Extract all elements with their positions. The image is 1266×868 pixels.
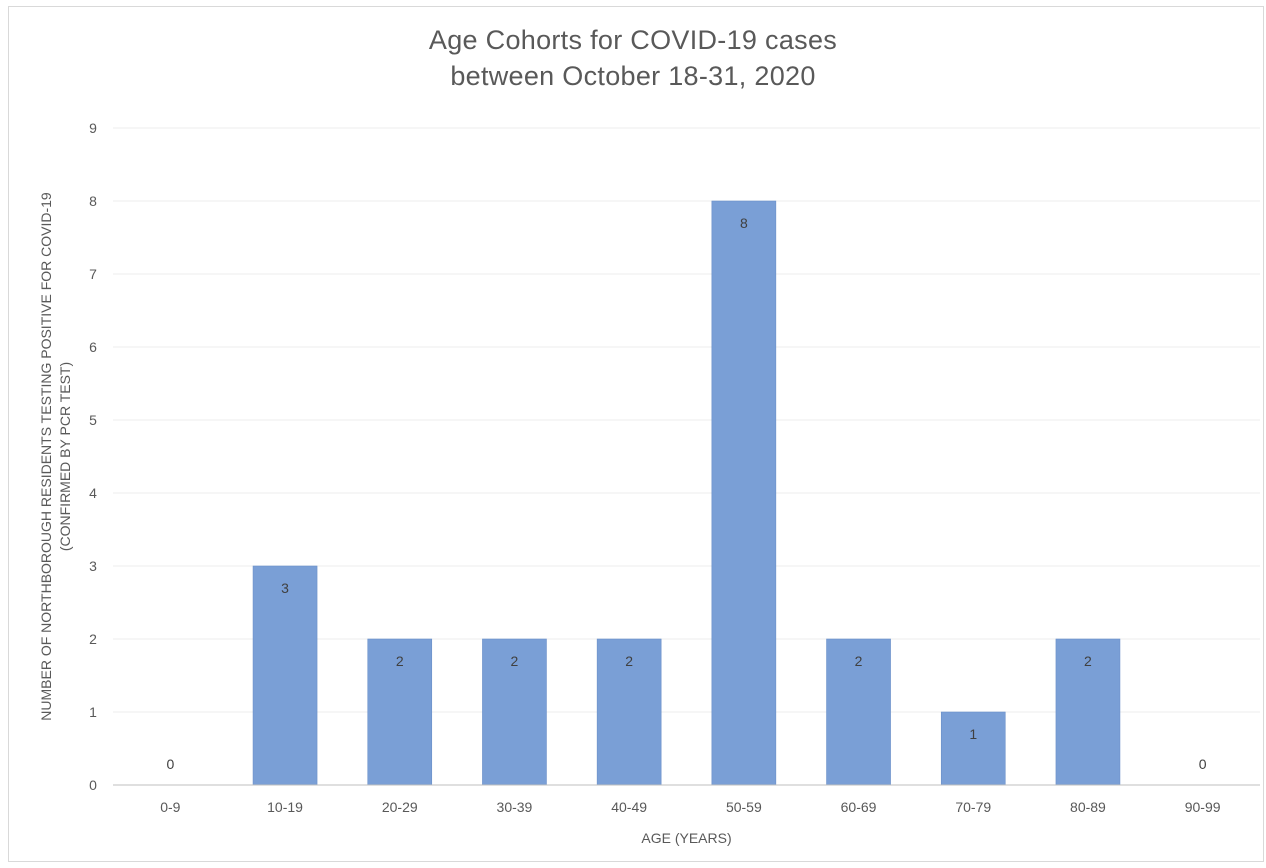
bars [252,200,1121,786]
y-tick-label-5: 5 [89,412,97,428]
y-axis-title-line-1: NUMBER OF NORTHBOROUGH RESIDENTS TESTING… [38,192,54,721]
x-tick-label-10-19: 10-19 [267,799,303,815]
y-axis-title: NUMBER OF NORTHBOROUGH RESIDENTS TESTING… [38,192,73,721]
bar-80-89 [1055,638,1121,786]
x-tick-labels: 0-9 10-19 20-29 30-39 40-49 50-59 60-69 70-79 80… [160,799,1221,815]
bar-30-39 [482,638,547,786]
data-label-40-49: 2 [625,653,633,669]
chart-title-line-1: Age Cohorts for COVID-19 cases [428,25,838,55]
x-tick-label-20-29: 20-29 [382,799,418,815]
x-tick-label-80-89: 80-89 [1070,799,1106,815]
x-tick-label-40-49: 40-49 [611,799,647,815]
x-tick-label-0-9: 0-9 [160,799,180,815]
y-tick-labels: 0 1 2 3 4 5 6 7 8 9 [89,120,97,793]
chart-title: Age Cohorts for COVID-19 cases between O… [0,22,1266,94]
data-label-70-79: 1 [969,726,977,742]
x-tick-label-70-79: 70-79 [955,799,991,815]
y-tick-label-1: 1 [89,704,97,720]
y-tick-label-4: 4 [89,485,97,501]
bar-20-29 [367,638,433,786]
bar-40-49 [596,638,662,786]
y-axis-title-line-2: (CONFIRMED BY PCR TEST) [57,362,73,551]
data-label-60-69: 2 [855,653,863,669]
x-tick-label-90-99: 90-99 [1185,799,1221,815]
y-tick-label-7: 7 [89,266,97,282]
y-tick-label-9: 9 [89,120,97,136]
x-tick-label-30-39: 30-39 [497,799,533,815]
data-labels: 0 3 2 2 2 8 2 1 2 0 [166,215,1206,772]
chart-title-line-2: between October 18-31, 2020 [450,61,816,91]
bar-50-59 [711,200,777,786]
bar-70-79 [940,711,1006,786]
data-label-0-9: 0 [166,756,174,772]
data-label-80-89: 2 [1084,653,1092,669]
x-tick-label-60-69: 60-69 [841,799,877,815]
data-label-10-19: 3 [281,580,289,596]
x-axis-title: AGE (YEARS) [641,830,731,846]
y-tick-label-8: 8 [89,193,97,209]
x-tick-label-50-59: 50-59 [726,799,762,815]
bar-10-19 [252,565,318,786]
bar-60-69 [826,638,891,786]
y-tick-label-0: 0 [89,777,97,793]
y-tick-label-6: 6 [89,339,97,355]
data-label-90-99: 0 [1199,756,1207,772]
data-label-50-59: 8 [740,215,748,231]
y-tick-label-3: 3 [89,558,97,574]
y-tick-label-2: 2 [89,631,97,647]
data-label-30-39: 2 [511,653,519,669]
data-label-20-29: 2 [396,653,404,669]
